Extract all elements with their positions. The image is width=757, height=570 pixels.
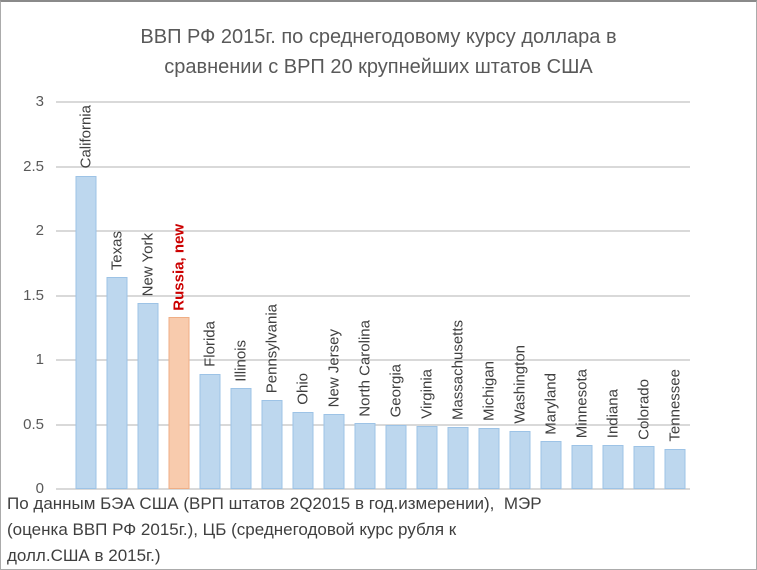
bar-slot: Massachusetts: [442, 102, 473, 489]
bar-slot: California: [70, 102, 101, 489]
gridline: [56, 101, 690, 103]
bar-florida: [199, 374, 220, 489]
bar-slot: Maryland: [535, 102, 566, 489]
bar-slot: Florida: [194, 102, 225, 489]
bar-new-jersey: [323, 414, 344, 489]
y-axis-tick-label: 0: [35, 480, 44, 497]
bar-slot: Georgia: [380, 102, 411, 489]
bar-massachusetts: [447, 427, 468, 489]
bar-label: Virginia: [418, 369, 435, 419]
bar-label: Maryland: [542, 372, 559, 435]
bar-label: Ohio: [294, 372, 311, 405]
bar-ohio: [292, 411, 313, 489]
bar-label: Tennessee: [666, 369, 683, 443]
bar-maryland: [540, 441, 561, 489]
y-axis-tick-label: 1.5: [23, 286, 44, 304]
y-axis-tick-label: 2: [35, 222, 44, 239]
bar-label: California: [77, 105, 94, 169]
bar-pennsylvania: [261, 400, 282, 489]
bar-illinois: [230, 388, 251, 489]
bar-label: Texas: [108, 231, 125, 271]
source-note-line-2: (оценка ВВП РФ 2015г.), ЦБ (среднегодово…: [7, 520, 457, 539]
bar-label: New York: [139, 232, 156, 297]
bar-label: New Jersey: [325, 328, 342, 408]
chart-title-line-2: сравнении с ВРП 20 крупнейших штатов США: [164, 56, 593, 78]
bar-slot: Minnesota: [566, 102, 597, 489]
bar-label: Washington: [511, 345, 528, 424]
bar-slot: Indiana: [597, 102, 628, 489]
bar-label: Illinois: [232, 339, 249, 382]
bar-north-carolina: [354, 423, 375, 489]
gridline: [56, 359, 690, 361]
bar-colorado: [633, 446, 654, 489]
bar-label: Russia, new: [170, 223, 187, 311]
gridline: [56, 165, 690, 168]
bar-label: Minnesota: [573, 368, 590, 439]
bar-slot: Pennsylvania: [256, 102, 287, 489]
bar-label: Colorado: [635, 378, 652, 440]
bar-slot: Tennessee: [659, 102, 690, 489]
bars-row: California Texas New York Russia, new Florid…: [70, 102, 690, 489]
bar-slot: Ohio: [287, 102, 318, 489]
y-axis-tick-label: 1: [35, 351, 44, 368]
bar-label: Pennsylvania: [263, 303, 280, 393]
y-axis: 0 0.5 1 1.5 2 2.5 3: [1, 93, 50, 497]
bar-slot: Virginia: [411, 102, 442, 489]
y-axis-tick-label: 3: [35, 93, 44, 110]
gridline: [56, 230, 690, 232]
bar-tennessee: [664, 449, 685, 489]
source-note: По данным БЭА США (ВРП штатов 2Q2015 в г…: [7, 491, 750, 569]
bar-label: Florida: [201, 321, 218, 368]
bar-slot: Washington: [504, 102, 535, 489]
gridline: [56, 488, 690, 490]
bar-slot: Illinois: [225, 102, 256, 489]
bar-slot: North Carolina: [349, 102, 380, 489]
bar-slot: Colorado: [628, 102, 659, 489]
bar-slot: New Jersey: [318, 102, 349, 489]
bar-georgia: [385, 424, 406, 489]
bar-russia-new: [168, 317, 189, 489]
bar-texas: [106, 277, 127, 489]
chart-title-line-1: ВВП РФ 2015г. по среднегодовому курсу до…: [140, 26, 617, 48]
source-note-line-1: По данным БЭА США (ВРП штатов 2Q2015 в г…: [7, 494, 542, 513]
bar-minnesota: [571, 445, 592, 489]
bar-new-york: [137, 303, 158, 489]
bar-label: Massachusetts: [449, 320, 466, 421]
bar-label: Indiana: [604, 388, 621, 439]
plot-area: California Texas New York Russia, new Florid…: [56, 101, 690, 490]
chart-title: ВВП РФ 2015г. по среднегодовому курсу до…: [1, 22, 756, 82]
bar-label: Georgia: [387, 364, 404, 418]
bar-michigan: [478, 428, 499, 489]
bar-slot: Texas: [101, 102, 132, 489]
y-axis-tick-label: 2.5: [23, 157, 44, 175]
bar-indiana: [602, 445, 623, 489]
bar-label: North Carolina: [356, 319, 373, 417]
source-note-line-3: долл.США в 2015г.): [7, 546, 161, 565]
gridline: [56, 294, 690, 297]
y-axis-tick-label: 0.5: [23, 415, 44, 433]
bar-slot: New York: [132, 102, 163, 489]
bar-slot: Russia, new: [163, 102, 194, 489]
bar-washington: [509, 430, 530, 489]
bar-virginia: [416, 425, 437, 489]
bar-slot: Michigan: [473, 102, 504, 489]
bar-label: Michigan: [480, 361, 497, 422]
bar-california: [75, 175, 96, 489]
